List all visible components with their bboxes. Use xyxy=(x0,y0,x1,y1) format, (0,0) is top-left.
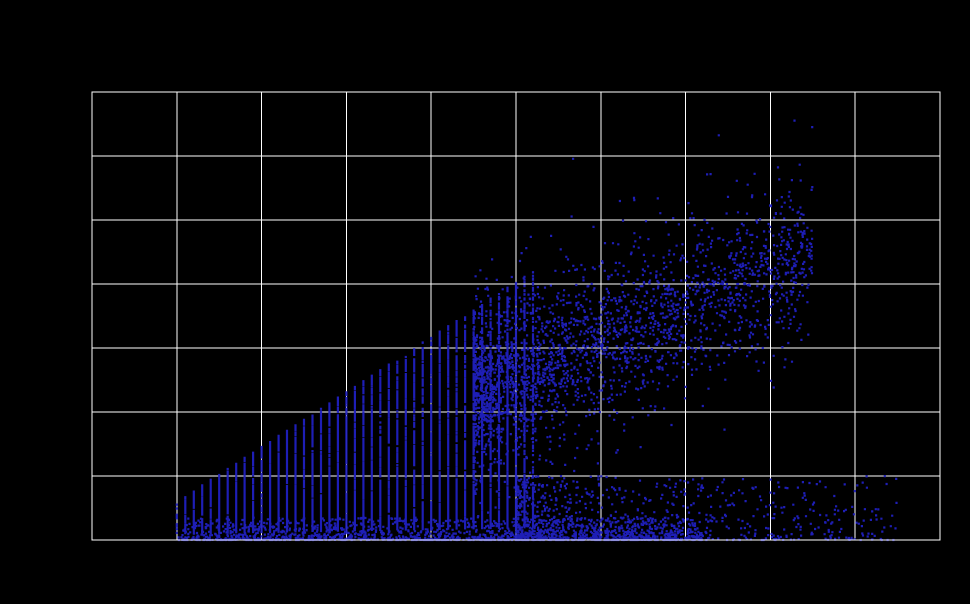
chart-canvas xyxy=(0,0,970,604)
scatter-chart xyxy=(0,0,970,604)
